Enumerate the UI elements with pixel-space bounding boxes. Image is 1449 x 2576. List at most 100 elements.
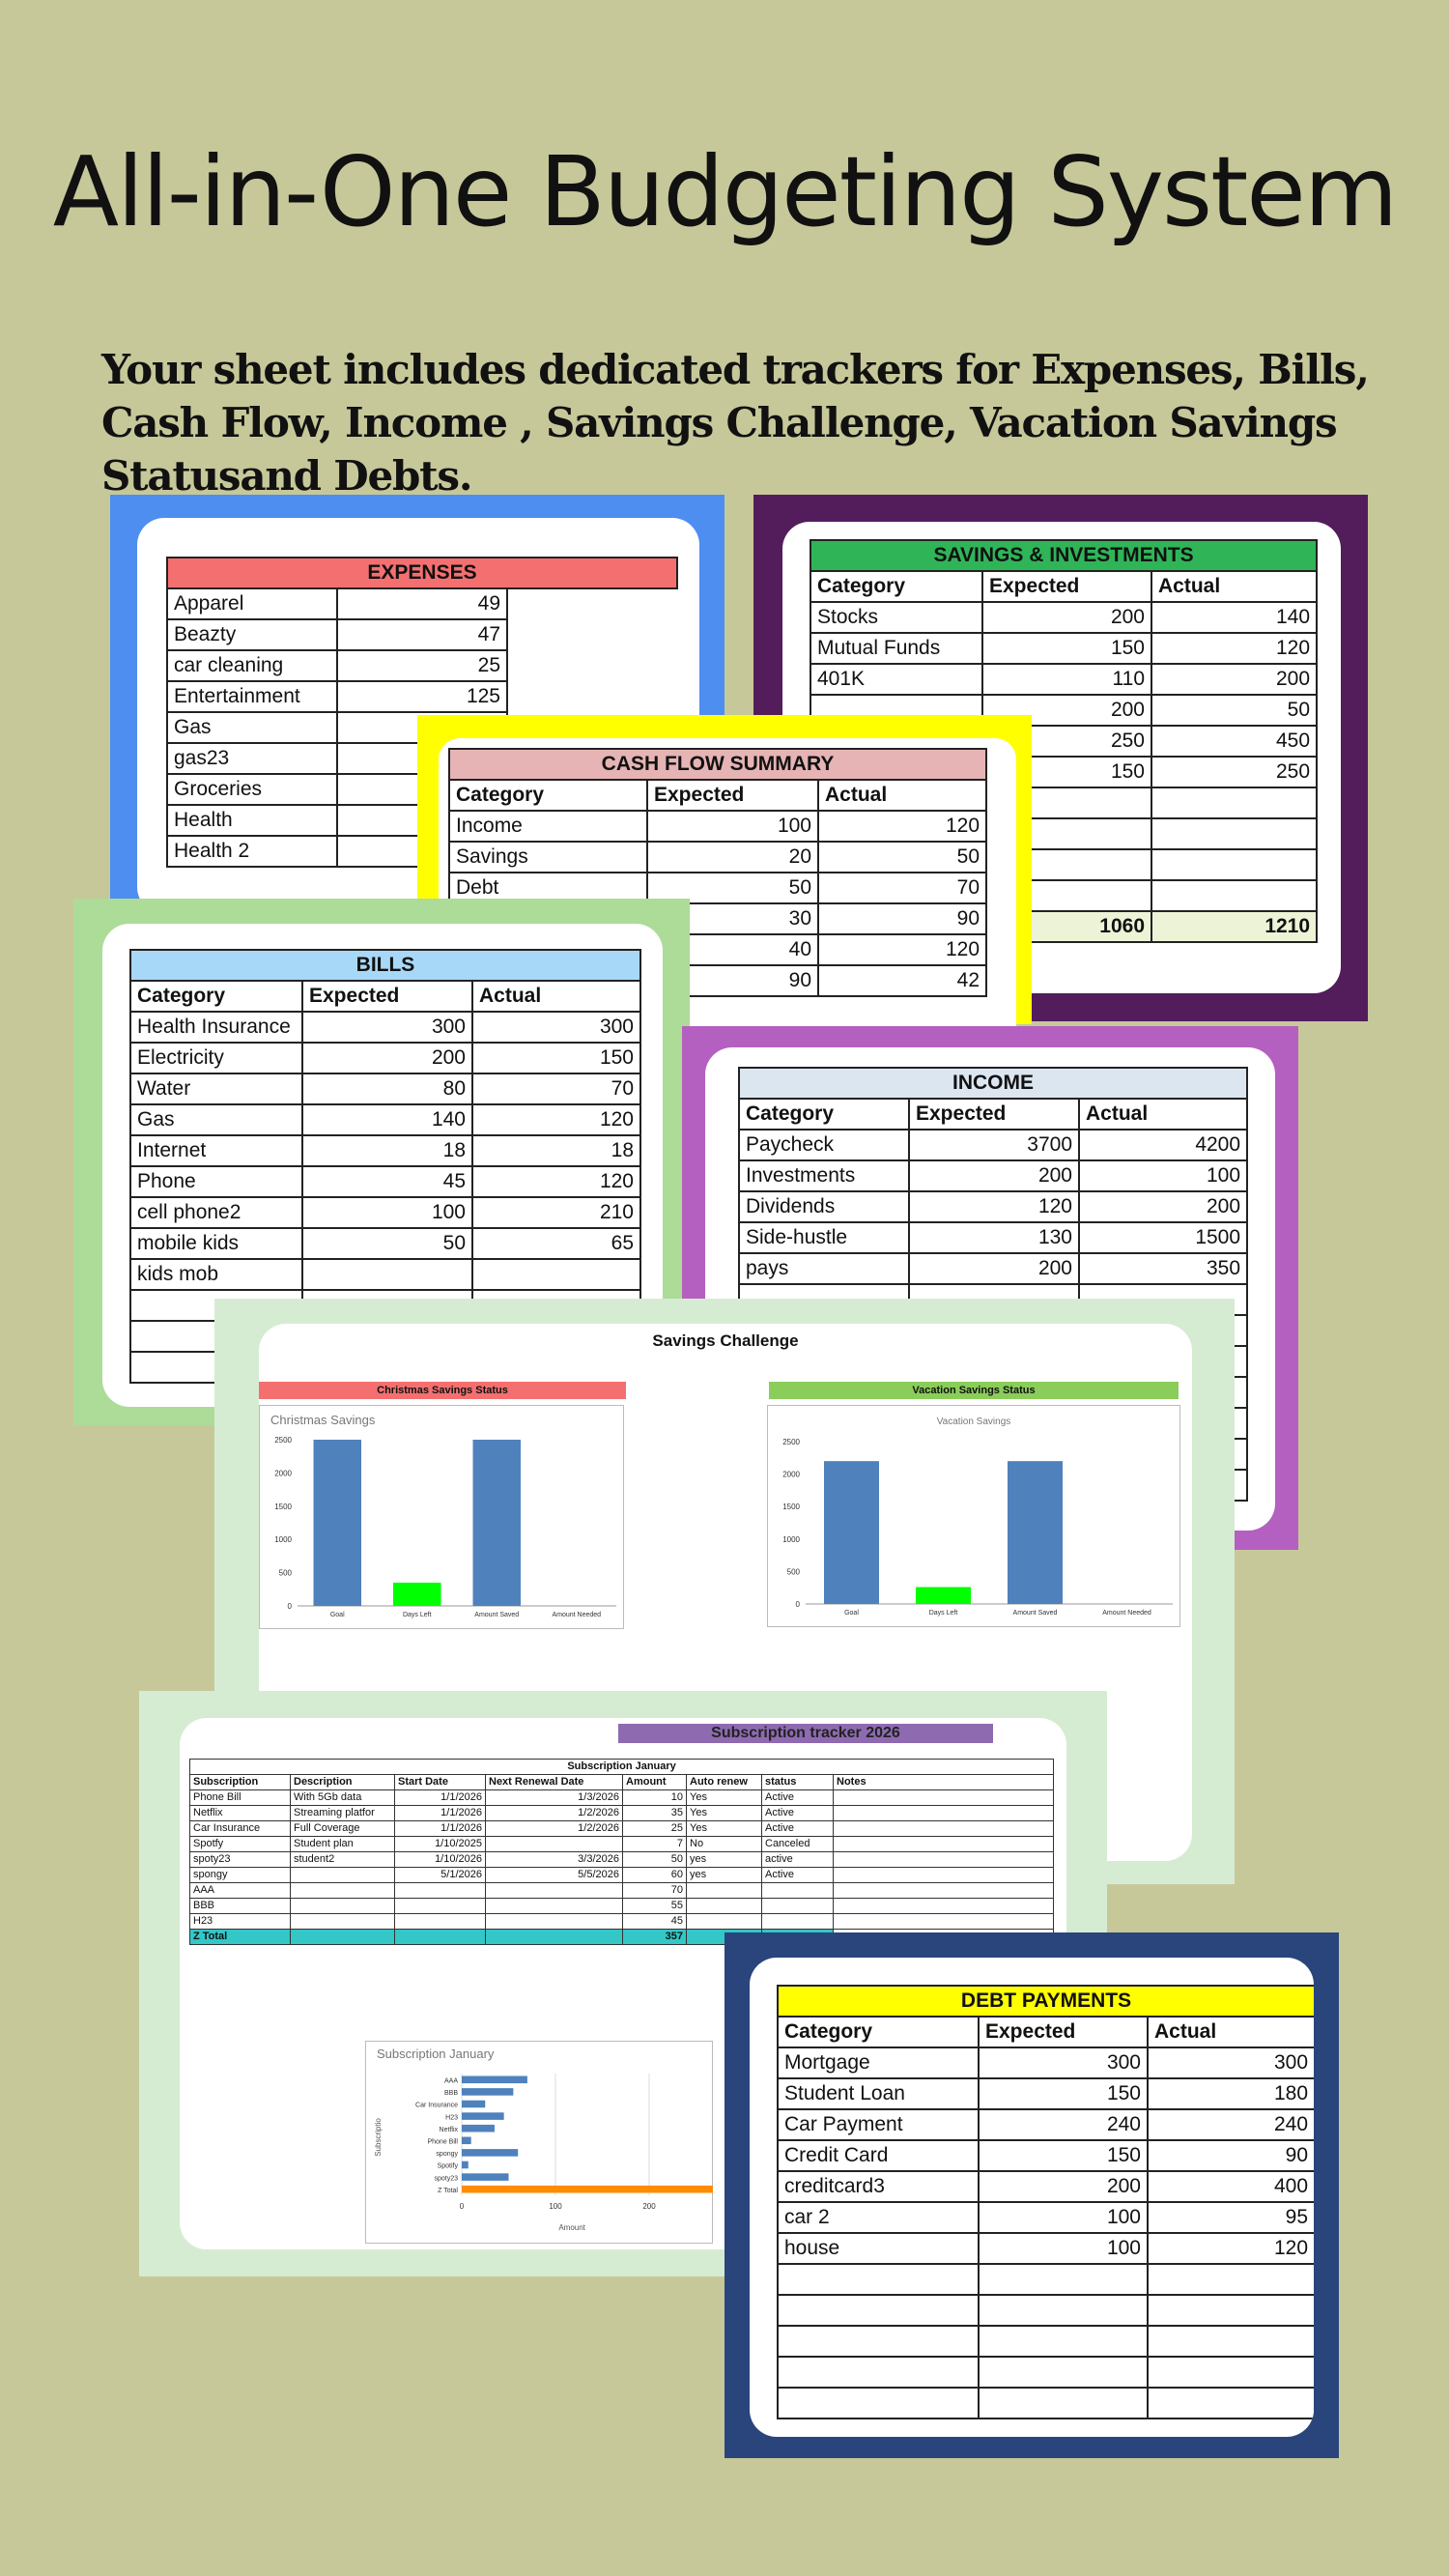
- table-row: Student Loan 150 180: [777, 2077, 1314, 2110]
- table-cell: spongy: [189, 1867, 291, 1883]
- table-cell: [832, 1820, 1055, 1837]
- table-row: Savings 20 50: [448, 841, 988, 873]
- table-cell: Netflix: [189, 1805, 291, 1821]
- chart-title: Subscription January: [377, 2046, 495, 2061]
- cashflow-header-row: Category Expected Actual: [448, 779, 988, 812]
- table-row: Netflix Streaming platfor 1/1/2026 1/2/2026…: [189, 1805, 1055, 1821]
- table-row: [777, 2387, 1314, 2419]
- table-cell: 150: [978, 2077, 1149, 2110]
- column-header: Expected: [978, 2016, 1149, 2048]
- table-cell: [978, 2387, 1149, 2419]
- table-cell: Gas: [166, 711, 338, 744]
- table-cell: 35: [622, 1805, 687, 1821]
- vacation-status-header: Vacation Savings Status: [769, 1382, 1179, 1399]
- table-cell: [290, 1867, 395, 1883]
- bar: [916, 1587, 971, 1604]
- table-cell: 3/3/2026: [485, 1851, 623, 1868]
- table-cell: 240: [1146, 2108, 1314, 2141]
- table-cell: 5/5/2026: [485, 1867, 623, 1883]
- table-cell: Groceries: [166, 773, 338, 806]
- table-cell: 140: [1150, 601, 1319, 634]
- table-cell: 120: [471, 1165, 641, 1198]
- y-tick-label: 2000: [274, 1469, 292, 1477]
- table-cell: Student plan: [290, 1836, 395, 1852]
- table-row: kids mob: [129, 1258, 641, 1291]
- y-tick-label: Spotify: [438, 2163, 459, 2170]
- table-cell: 1/1/2026: [394, 1789, 486, 1806]
- table-cell: [978, 2294, 1149, 2327]
- table-cell: 150: [981, 632, 1152, 665]
- table-cell: [978, 2325, 1149, 2358]
- table-cell: 3700: [908, 1129, 1080, 1161]
- x-tick-label: 0: [460, 2202, 465, 2211]
- bar: [462, 2124, 495, 2132]
- table-row: Dividends 120 200: [738, 1190, 1249, 1223]
- column-header: Expected: [646, 779, 819, 812]
- table-cell: [485, 1898, 623, 1914]
- table-cell: yes: [686, 1851, 762, 1868]
- table-cell: 180: [1146, 2077, 1314, 2110]
- table-cell: 210: [471, 1196, 641, 1229]
- table-cell: 18: [471, 1134, 641, 1167]
- y-tick-label: 1500: [782, 1503, 800, 1511]
- table-cell: [1146, 2294, 1314, 2327]
- table-cell: [290, 1913, 395, 1930]
- table-cell: [777, 2263, 980, 2296]
- savings-frame: SAVINGS & INVESTMENTS Category Expected Ac…: [753, 495, 1368, 1021]
- table-cell: 100: [978, 2201, 1149, 2234]
- table-cell: H23: [189, 1913, 291, 1930]
- table-cell: Health Insurance: [129, 1011, 303, 1044]
- table-row: AAA 70: [189, 1882, 1055, 1899]
- table-cell: No: [686, 1836, 762, 1852]
- table-cell: Phone: [129, 1165, 303, 1198]
- bar: [462, 2136, 471, 2145]
- christmas-savings-chart: Christmas Savings 0 500 1000 1500 2000 2500 Goa…: [259, 1405, 624, 1629]
- table-cell: [485, 1836, 623, 1852]
- table-row: mobile kids 50 65: [129, 1227, 641, 1260]
- table-cell: 350: [1077, 1252, 1249, 1285]
- column-header: Actual: [1146, 2016, 1314, 2048]
- table-cell: 5/1/2026: [394, 1867, 486, 1883]
- table-cell: 140: [301, 1103, 473, 1136]
- table-cell: Health: [166, 804, 338, 837]
- x-tick-label: Amount Saved: [1013, 1610, 1058, 1617]
- debt-table: DEBT PAYMENTS Category Expected Actual Mort…: [776, 1985, 1314, 2419]
- challenge-title: Savings Challenge: [652, 1331, 799, 1350]
- table-cell: Car Insurance: [189, 1820, 291, 1837]
- total-cell: [485, 1929, 623, 1945]
- table-row: Income 100 120: [448, 810, 988, 843]
- y-tick-label: spoty23: [434, 2175, 458, 2182]
- column-header: Actual: [1150, 570, 1319, 603]
- table-cell: Gas: [129, 1103, 303, 1136]
- table-cell: AAA: [189, 1882, 291, 1899]
- table-cell: [686, 1882, 762, 1899]
- table-cell: 90: [1146, 2139, 1314, 2172]
- table-cell: 450: [1150, 725, 1319, 758]
- table-cell: 1/10/2025: [394, 1836, 486, 1852]
- x-tick-label: Days Left: [929, 1610, 958, 1617]
- column-header: Category: [810, 570, 983, 603]
- table-cell: Yes: [686, 1805, 762, 1821]
- y-tick-label: 2500: [782, 1438, 800, 1446]
- bar: [462, 2161, 469, 2169]
- table-cell: 120: [1150, 632, 1319, 665]
- x-tick-label: Goal: [844, 1610, 859, 1617]
- table-row: Spotfy Student plan 1/10/2025 7 No Canceled: [189, 1836, 1055, 1852]
- christmas-status-header: Christmas Savings Status: [259, 1382, 626, 1399]
- table-row: Beazty 47: [166, 618, 677, 651]
- x-tick-label: Goal: [330, 1612, 345, 1618]
- table-row: BBB 55: [189, 1898, 1055, 1914]
- column-header: Description: [290, 1774, 395, 1790]
- debt-title: DEBT PAYMENTS: [776, 1985, 1314, 2018]
- bar: [313, 1440, 361, 1606]
- table-row: Mutual Funds 150 120: [810, 632, 1319, 665]
- table-cell: 300: [471, 1011, 641, 1044]
- table-row: Credit Card 150 90: [777, 2139, 1314, 2172]
- table-cell: 1/1/2026: [394, 1820, 486, 1837]
- cashflow-frame: CASH FLOW SUMMARY Category Expected Actual…: [417, 715, 1032, 1047]
- table-row: spongy 5/1/2026 5/5/2026 60 yes Active: [189, 1867, 1055, 1883]
- table-cell: 65: [471, 1227, 641, 1260]
- x-tick-label: Amount Saved: [474, 1612, 519, 1618]
- table-row: Investments 200 100: [738, 1159, 1249, 1192]
- table-cell: Canceled: [761, 1836, 834, 1852]
